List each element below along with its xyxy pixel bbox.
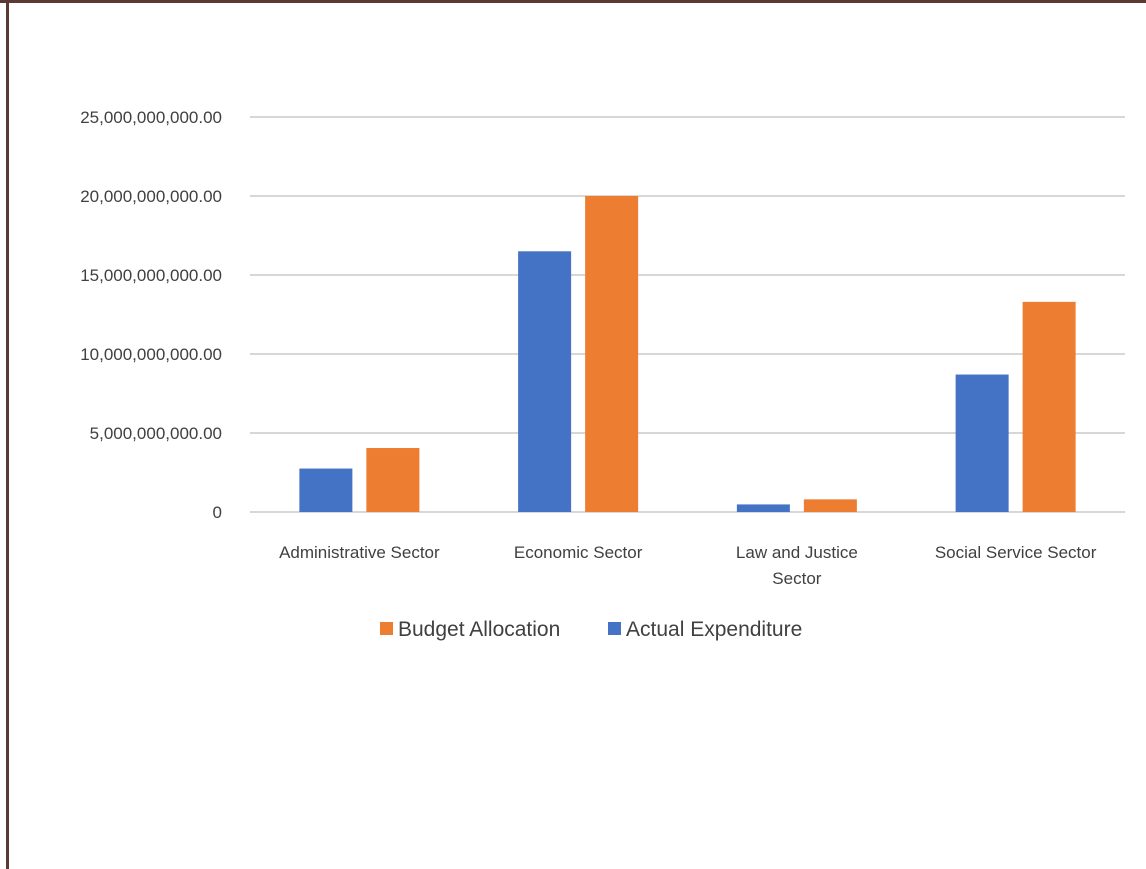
- y-tick-label: 5,000,000,000.00: [90, 424, 222, 443]
- bar-budget-allocation: [585, 196, 639, 512]
- legend-label: Budget Allocation: [398, 618, 560, 641]
- y-tick-label: 0: [213, 503, 222, 522]
- legend-swatch: [608, 622, 621, 635]
- bar-budget-allocation: [366, 448, 420, 512]
- legend: Budget Allocation Actual Expenditure: [380, 618, 802, 641]
- legend-swatch: [380, 622, 393, 635]
- x-category-label: Administrative Sector: [279, 543, 440, 562]
- x-axis-category-labels: Administrative Sector Economic Sector Law …: [279, 543, 1097, 588]
- bars: [299, 196, 1076, 513]
- bar-budget-allocation: [803, 499, 857, 512]
- bar-actual-expenditure: [299, 468, 353, 512]
- bar-budget-allocation: [1022, 301, 1076, 512]
- y-tick-label: 20,000,000,000.00: [80, 187, 222, 206]
- bar-actual-expenditure: [736, 504, 790, 512]
- y-tick-label: 25,000,000,000.00: [80, 108, 222, 127]
- x-category-label: Social Service Sector: [935, 543, 1097, 562]
- x-category-label: Law and Justice Sector: [736, 543, 858, 588]
- y-tick-label: 10,000,000,000.00: [80, 345, 222, 364]
- y-axis-tick-labels: 0 5,000,000,000.00 10,000,000,000.00 15,000…: [80, 108, 222, 522]
- x-category-label: Economic Sector: [514, 543, 643, 562]
- legend-label: Actual Expenditure: [626, 618, 802, 641]
- bar-actual-expenditure: [518, 251, 572, 513]
- bar-actual-expenditure: [955, 374, 1009, 512]
- y-tick-label: 15,000,000,000.00: [80, 266, 222, 285]
